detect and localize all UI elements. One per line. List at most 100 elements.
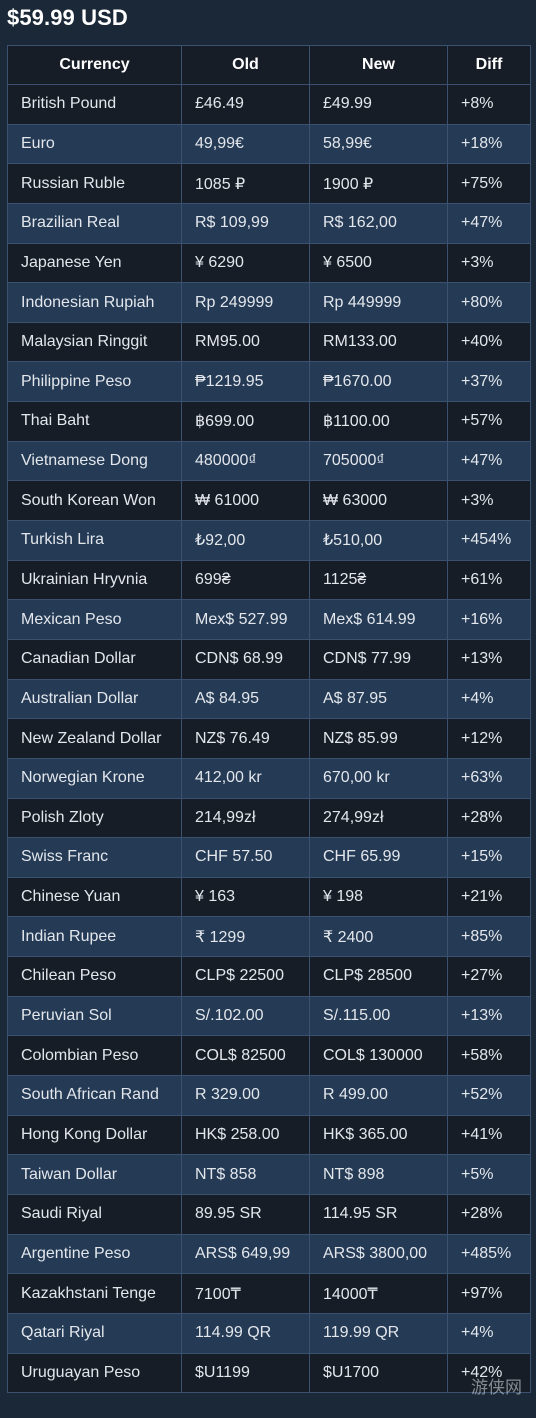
cell-currency: Chinese Yuan	[7, 876, 182, 918]
cell-diff: +40%	[447, 321, 531, 363]
cell-diff: +4%	[447, 1312, 531, 1354]
cell-old-price: CHF 57.50	[181, 837, 310, 878]
price-table: Currency Old New Diff British Pound £46.4…	[7, 45, 531, 1394]
cell-currency: Saudi Riyal	[7, 1193, 182, 1235]
cell-old-price: ₺92,00	[181, 520, 310, 561]
table-row: Peruvian Sol S/.102.00 S/.115.00 +13%	[7, 995, 531, 1037]
table-row: Philippine Peso ₱1219.95 ₱1670.00 +37%	[7, 361, 531, 403]
cell-currency: Russian Ruble	[7, 163, 182, 204]
table-row: Kazakhstani Tenge 7100₸ 14000₸ +97%	[7, 1273, 531, 1314]
table-row: Canadian Dollar CDN$ 68.99 CDN$ 77.99 +13%	[7, 638, 531, 680]
table-row: Chinese Yuan ¥ 163 ¥ 198 +21%	[7, 876, 531, 918]
cell-new-price: 58,99€	[309, 123, 448, 165]
cell-new-price: 119.99 QR	[309, 1312, 448, 1354]
cell-diff: +47%	[447, 440, 531, 482]
cell-old-price: £46.49	[181, 84, 310, 125]
table-row: Japanese Yen ¥ 6290 ¥ 6500 +3%	[7, 242, 531, 284]
cell-old-price: ARS$ 649,99	[181, 1233, 310, 1275]
table-header: Currency Old New Diff	[7, 45, 531, 85]
cell-new-price: NZ$ 85.99	[309, 718, 448, 759]
cell-currency: Malaysian Ringgit	[7, 321, 182, 363]
cell-old-price: 699₴	[181, 559, 310, 601]
cell-new-price: 1900 ₽	[309, 163, 448, 204]
cell-diff: +47%	[447, 202, 531, 244]
cell-currency: British Pound	[7, 84, 182, 125]
cell-new-price: 1125₴	[309, 559, 448, 601]
table-row: Taiwan Dollar NT$ 858 NT$ 898 +5%	[7, 1154, 531, 1195]
cell-old-price: R 329.00	[181, 1075, 310, 1116]
header-new: New	[309, 45, 448, 85]
cell-diff: +61%	[447, 559, 531, 601]
cell-new-price: ฿1100.00	[309, 401, 448, 442]
cell-diff: +41%	[447, 1114, 531, 1156]
cell-new-price: S/.115.00	[309, 995, 448, 1037]
cell-diff: +21%	[447, 876, 531, 918]
cell-old-price: ₩ 61000	[181, 480, 310, 522]
table-row: Colombian Peso COL$ 82500 COL$ 130000 +58%	[7, 1035, 531, 1077]
table-row: Chilean Peso CLP$ 22500 CLP$ 28500 +27%	[7, 956, 531, 997]
cell-currency: Turkish Lira	[7, 520, 182, 561]
cell-currency: Norwegian Krone	[7, 757, 182, 799]
cell-old-price: ฿699.00	[181, 401, 310, 442]
table-row: Polish Zloty 214,99zł 274,99zł +28%	[7, 797, 531, 839]
cell-diff: +85%	[447, 916, 531, 958]
cell-old-price: 114.99 QR	[181, 1312, 310, 1354]
cell-currency: Hong Kong Dollar	[7, 1114, 182, 1156]
cell-old-price: RM95.00	[181, 321, 310, 363]
cell-old-price: ¥ 6290	[181, 242, 310, 284]
cell-currency: Japanese Yen	[7, 242, 182, 284]
cell-diff: +8%	[447, 84, 531, 125]
cell-diff: +3%	[447, 242, 531, 284]
cell-currency: Euro	[7, 123, 182, 165]
cell-new-price: ¥ 198	[309, 876, 448, 918]
cell-old-price: ¥ 163	[181, 876, 310, 918]
cell-currency: Chilean Peso	[7, 956, 182, 997]
cell-new-price: 670,00 kr	[309, 757, 448, 799]
cell-diff: +12%	[447, 718, 531, 759]
cell-diff: +52%	[447, 1075, 531, 1116]
cell-currency: Polish Zloty	[7, 797, 182, 839]
table-row: Argentine Peso ARS$ 649,99 ARS$ 3800,00 +48…	[7, 1233, 531, 1275]
cell-new-price: Mex$ 614.99	[309, 599, 448, 640]
header-row: Currency Old New Diff	[7, 45, 531, 85]
cell-new-price: ¥ 6500	[309, 242, 448, 284]
cell-diff: +37%	[447, 361, 531, 403]
cell-new-price: R$ 162,00	[309, 202, 448, 244]
table-row: Russian Ruble 1085 ₽1900 ₽ +75%	[7, 163, 531, 204]
table-row: Australian Dollar A$ 84.95 A$ 87.95 +4%	[7, 678, 531, 720]
cell-new-price: 274,99zł	[309, 797, 448, 839]
cell-currency: Vietnamese Dong	[7, 440, 182, 482]
table-row: New Zealand Dollar NZ$ 76.49 NZ$ 85.99 +12%	[7, 718, 531, 759]
table-row: South Korean Won ₩ 61000 ₩ 63000 +3%	[7, 480, 531, 522]
cell-diff: +16%	[447, 599, 531, 640]
cell-old-price: 480000₫	[181, 440, 310, 482]
cell-new-price: CDN$ 77.99	[309, 638, 448, 680]
cell-old-price: $U1199	[181, 1352, 310, 1394]
watermark-logo: 游侠网	[471, 1378, 522, 1397]
cell-diff: +485%	[447, 1233, 531, 1275]
cell-old-price: 49,99€	[181, 123, 310, 165]
cell-old-price: Rp 249999	[181, 282, 310, 323]
cell-currency: Argentine Peso	[7, 1233, 182, 1275]
cell-currency: Brazilian Real	[7, 202, 182, 244]
cell-old-price: 89.95 SR	[181, 1193, 310, 1235]
cell-new-price: RM133.00	[309, 321, 448, 363]
cell-old-price: 214,99zł	[181, 797, 310, 839]
table-row: Swiss Franc CHF 57.50 CHF 65.99 +15%	[7, 837, 531, 878]
table-body: British Pound £46.49 £49.99 +8% Euro 49,99€ 58…	[7, 84, 531, 1394]
table-row: Indonesian Rupiah Rp 249999 Rp 449999 +80%	[7, 282, 531, 323]
table-row: Saudi Riyal 89.95 SR 114.95 SR +28%	[7, 1193, 531, 1235]
cell-currency: New Zealand Dollar	[7, 718, 182, 759]
table-row: Malaysian Ringgit RM95.00 RM133.00 +40%	[7, 321, 531, 363]
cell-diff: +3%	[447, 480, 531, 522]
cell-currency: Qatari Riyal	[7, 1312, 182, 1354]
header-currency: Currency	[7, 45, 182, 85]
cell-old-price: 412,00 kr	[181, 757, 310, 799]
cell-diff: +75%	[447, 163, 531, 204]
cell-old-price: NT$ 858	[181, 1154, 310, 1195]
cell-old-price: CDN$ 68.99	[181, 638, 310, 680]
table-row: South African Rand R 329.00 R 499.00 +52%	[7, 1075, 531, 1116]
cell-diff: +13%	[447, 638, 531, 680]
header-diff: Diff	[447, 45, 531, 85]
table-row: Indian Rupee ₹ 1299 ₹ 2400 +85%	[7, 916, 531, 958]
